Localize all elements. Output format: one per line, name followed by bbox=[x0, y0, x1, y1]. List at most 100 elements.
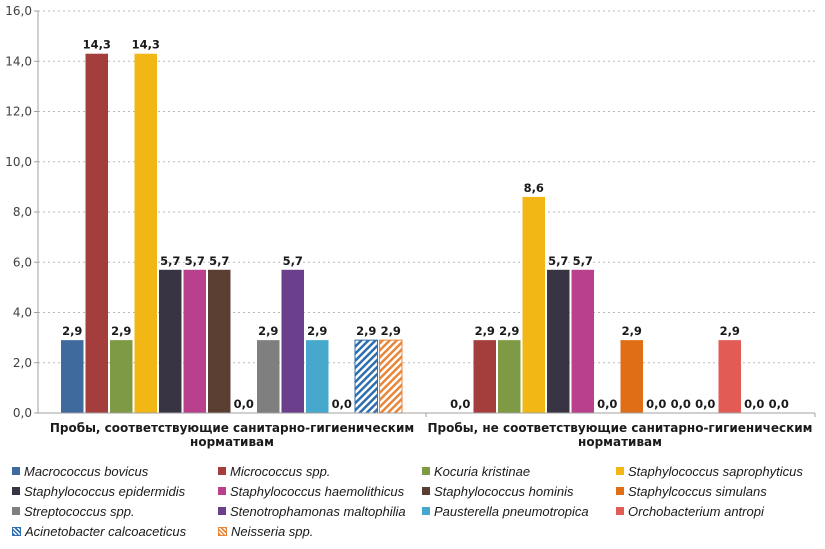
legend-swatch bbox=[422, 507, 430, 515]
y-tick-label: 4,0 bbox=[13, 306, 32, 320]
data-label: 5,7 bbox=[548, 254, 568, 268]
legend-label: Acinetobacter calcoaceticus bbox=[25, 523, 187, 539]
legend-item: Macrococcus bovicus bbox=[12, 462, 148, 480]
category-label: нормативам bbox=[578, 435, 662, 449]
legend-swatch bbox=[218, 507, 226, 515]
y-tick-label: 10,0 bbox=[5, 155, 32, 169]
legend-label: Stenotrophamonas maltophilia bbox=[230, 503, 406, 519]
legend-swatch bbox=[218, 526, 227, 536]
bar-chart: 0,02,04,06,08,010,012,014,016,0 2,914,32… bbox=[5, 4, 816, 449]
bar bbox=[110, 340, 133, 413]
data-label: 8,6 bbox=[524, 181, 544, 195]
legend-label: Staphylococcus saprophyticus bbox=[628, 463, 803, 479]
bar bbox=[571, 269, 594, 413]
bar bbox=[547, 269, 570, 413]
data-label: 0,0 bbox=[769, 397, 789, 411]
bars bbox=[61, 53, 741, 414]
y-tick-label: 6,0 bbox=[13, 255, 32, 269]
bar bbox=[306, 340, 329, 413]
legend-swatch bbox=[12, 487, 20, 495]
bar bbox=[159, 269, 182, 413]
y-tick-label: 0,0 bbox=[13, 406, 32, 420]
legend-label: Neisseria spp. bbox=[231, 523, 314, 539]
data-labels: 2,9 14,3 2,9 14,3 5,7 5,7 5,7 0,0 2,9 5,7 2,9 0,0 2,… bbox=[62, 38, 789, 411]
bar bbox=[718, 340, 741, 413]
legend-label: Pausterella pneumotropica bbox=[434, 503, 589, 519]
data-label: 2,9 bbox=[622, 324, 642, 338]
legend-swatch bbox=[12, 526, 21, 536]
legend-label: Macrococcus bovicus bbox=[24, 463, 149, 479]
bar bbox=[257, 340, 280, 413]
bar bbox=[85, 53, 108, 414]
legend-swatch bbox=[218, 467, 226, 475]
legend-label: Orchobacterium antropi bbox=[628, 503, 764, 519]
data-label: 5,7 bbox=[185, 254, 205, 268]
axes bbox=[34, 10, 816, 417]
legend-item: Orchobacterium antropi bbox=[616, 502, 764, 520]
y-axis-ticks: 0,0 2,0 4,0 6,0 8,0 10,0 12,0 14,0 16,0 bbox=[5, 4, 32, 420]
legend-label: Kocuria kristinae bbox=[434, 463, 531, 479]
legend-item: Pausterella pneumotropica bbox=[422, 502, 589, 520]
legend-label: Micrococcus spp. bbox=[230, 463, 331, 479]
data-label: 0,0 bbox=[332, 397, 352, 411]
bar bbox=[281, 269, 304, 413]
bar bbox=[620, 340, 643, 413]
legend-swatch bbox=[616, 467, 624, 475]
legend-item: Staphylococcus epidermidis bbox=[12, 482, 185, 500]
data-label: 14,3 bbox=[83, 38, 111, 52]
legend-swatch bbox=[422, 467, 430, 475]
data-label: 5,7 bbox=[573, 254, 593, 268]
data-label: 2,9 bbox=[381, 324, 401, 338]
bar bbox=[183, 269, 206, 413]
y-tick-label: 16,0 bbox=[5, 4, 32, 18]
legend-label: Streptococcus spp. bbox=[24, 503, 135, 519]
legend-label: Staphylococcus haemolithicus bbox=[230, 483, 405, 499]
data-label: 2,9 bbox=[62, 324, 82, 338]
category-label: нормативам bbox=[190, 435, 274, 449]
data-label: 2,9 bbox=[111, 324, 131, 338]
y-tick-label: 2,0 bbox=[13, 356, 32, 370]
legend-swatch bbox=[218, 487, 226, 495]
bar bbox=[208, 269, 231, 413]
legend-item: Staphylcoccus simulans bbox=[616, 482, 767, 500]
legend-swatch bbox=[12, 507, 20, 515]
category-label: Пробы, не соответствующие санитарно-гиги… bbox=[428, 421, 813, 435]
y-tick-label: 8,0 bbox=[13, 205, 32, 219]
data-label: 0,0 bbox=[744, 397, 764, 411]
data-label: 0,0 bbox=[234, 397, 254, 411]
bar bbox=[61, 340, 84, 413]
legend-item: Staphylococcus haemolithicus bbox=[218, 482, 404, 500]
legend-label: Staphylococcus hominis bbox=[434, 483, 574, 499]
category-label: Пробы, соответствующие санитарно-гигиени… bbox=[50, 421, 414, 435]
legend-item: Acinetobacter calcoaceticus bbox=[12, 522, 186, 540]
bar bbox=[522, 196, 545, 413]
legend-item: Staphylococcus hominis bbox=[422, 482, 573, 500]
data-label: 2,9 bbox=[258, 324, 278, 338]
bar bbox=[498, 340, 521, 413]
legend-swatch bbox=[422, 487, 430, 495]
data-label: 2,9 bbox=[475, 324, 495, 338]
legend-item: Micrococcus spp. bbox=[218, 462, 330, 480]
bar bbox=[473, 340, 496, 413]
bar bbox=[134, 53, 157, 414]
data-label: 5,7 bbox=[209, 254, 229, 268]
bar bbox=[354, 339, 378, 414]
data-label: 0,0 bbox=[671, 397, 691, 411]
legend-swatch bbox=[616, 487, 624, 495]
data-label: 0,0 bbox=[597, 397, 617, 411]
legend-label: Staphylcoccus simulans bbox=[628, 483, 767, 499]
category-labels: Пробы, соответствующие санитарно-гигиени… bbox=[50, 421, 813, 449]
legend-item: Kocuria kristinae bbox=[422, 462, 530, 480]
legend-label: Staphylococcus epidermidis bbox=[24, 483, 186, 499]
data-label: 5,7 bbox=[160, 254, 180, 268]
legend-item: Neisseria spp. bbox=[218, 522, 313, 540]
legend-swatch bbox=[12, 467, 20, 475]
legend-item: Staphylococcus saprophyticus bbox=[616, 462, 803, 480]
data-label: 2,9 bbox=[307, 324, 327, 338]
legend-swatch bbox=[616, 507, 624, 515]
data-label: 14,3 bbox=[132, 38, 160, 52]
y-tick-label: 14,0 bbox=[5, 54, 32, 68]
data-label: 0,0 bbox=[695, 397, 715, 411]
legend-item: Stenotrophamonas maltophilia bbox=[218, 502, 406, 520]
y-tick-label: 12,0 bbox=[5, 105, 32, 119]
